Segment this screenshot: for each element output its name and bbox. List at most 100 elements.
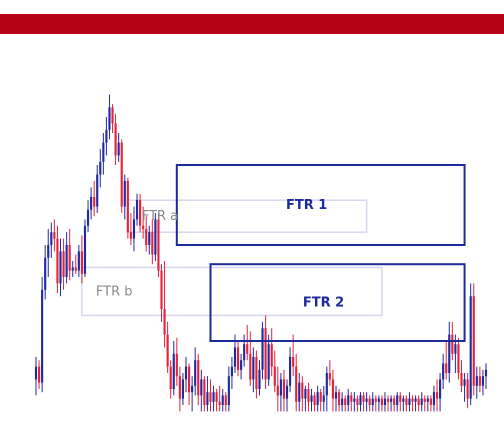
candle-body — [279, 379, 282, 396]
candle-body — [350, 395, 353, 402]
candle-body — [160, 270, 163, 309]
candle-body — [481, 376, 485, 386]
candle-body — [267, 344, 270, 380]
candle-body — [417, 398, 420, 405]
candle-body — [255, 357, 258, 389]
candle-body — [292, 357, 295, 367]
candle-body — [282, 379, 286, 399]
candle-body — [469, 296, 472, 399]
candle-body — [135, 200, 139, 220]
candle-body — [224, 395, 227, 405]
ftr-zone-major — [209, 263, 466, 343]
candle-body — [478, 376, 481, 386]
candle-body — [475, 376, 478, 386]
candle-body — [472, 296, 475, 386]
candle-body — [426, 398, 429, 402]
candle-body — [96, 174, 99, 207]
candle-body — [399, 395, 402, 402]
candle-body — [240, 360, 243, 370]
candle-body — [439, 379, 442, 399]
candle-body — [258, 369, 261, 389]
candle-body — [484, 369, 488, 377]
candle-body — [86, 209, 90, 226]
header-bar — [0, 14, 504, 34]
candle-body — [90, 197, 93, 210]
candle-body — [74, 267, 77, 271]
candle-body — [111, 107, 114, 124]
candle-body — [457, 344, 460, 373]
candle-body — [44, 257, 47, 290]
candle-body — [102, 142, 105, 162]
candle-body — [218, 401, 221, 405]
candle-body — [289, 357, 292, 386]
candle-body — [393, 398, 396, 405]
candle-body — [322, 395, 325, 402]
candle-body — [145, 229, 148, 245]
candle-body — [347, 395, 350, 405]
candle-body — [432, 392, 436, 405]
candle-body — [270, 344, 273, 367]
candle-body — [172, 353, 175, 389]
candle-body — [386, 398, 390, 402]
candle-body — [227, 376, 230, 405]
candle-body — [71, 267, 74, 271]
candle-body — [233, 347, 237, 367]
candle-body — [50, 232, 53, 245]
candle-body — [230, 366, 233, 377]
candle-body — [252, 357, 255, 380]
candle-body — [304, 389, 307, 399]
candle-body — [77, 251, 80, 271]
candle-body — [344, 398, 347, 405]
candle-body — [276, 385, 279, 396]
candle-body — [203, 379, 206, 405]
candle-body — [463, 379, 466, 386]
candle-body — [334, 392, 338, 399]
candle-body — [169, 366, 172, 389]
candle-body — [261, 328, 264, 370]
candle-body — [295, 366, 298, 402]
candle-body — [353, 398, 356, 402]
candle-body — [221, 395, 224, 405]
candle-body — [47, 245, 50, 258]
candle-body — [197, 360, 200, 396]
candle-body — [411, 398, 414, 402]
candle-body — [362, 395, 365, 402]
candle-body — [445, 363, 448, 373]
candle-body — [337, 392, 341, 405]
candle-body — [93, 197, 96, 207]
candle-body — [191, 385, 194, 393]
candle-body — [166, 334, 169, 367]
candle-body — [68, 245, 71, 271]
candle-body — [80, 251, 83, 274]
candle-body — [264, 328, 267, 380]
candle-body — [356, 398, 359, 405]
ftr-zone-minor — [81, 266, 383, 317]
candle-body — [41, 289, 44, 383]
candle-body — [194, 360, 197, 386]
candle-body — [301, 382, 304, 399]
candle-body — [420, 398, 423, 405]
candle-body — [310, 395, 313, 402]
candle-body — [423, 398, 426, 402]
candle-body — [209, 392, 212, 402]
candle-body — [368, 398, 371, 405]
candle-body — [62, 251, 65, 277]
candle-body — [187, 366, 191, 393]
candle-body — [148, 232, 151, 245]
candle-body — [129, 232, 132, 239]
candle-body — [402, 398, 405, 402]
candle-body — [380, 398, 383, 405]
candle-body — [448, 334, 451, 373]
candle-body — [56, 238, 59, 284]
candle-body — [383, 398, 387, 405]
candle-body — [34, 366, 38, 380]
candle-body — [236, 347, 240, 370]
ftr-minor-label: FTR b — [96, 284, 133, 299]
candle-body — [298, 382, 301, 402]
candle-body — [243, 344, 246, 361]
candle-body — [341, 398, 344, 405]
candle-body — [365, 398, 368, 402]
candle-body — [184, 366, 188, 380]
candle-body — [123, 181, 126, 207]
